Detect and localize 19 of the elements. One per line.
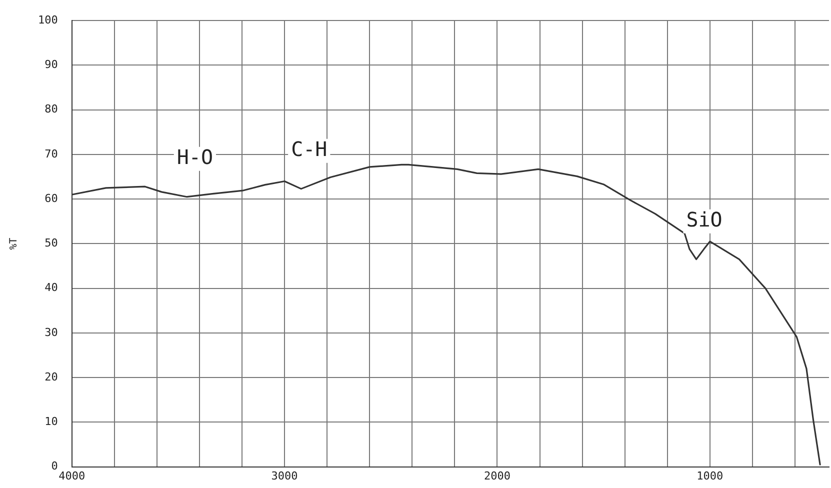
y-tick-label: 10 [44, 415, 58, 428]
y-tick-label: 40 [44, 281, 58, 294]
x-tick-label: 2000 [484, 469, 510, 482]
y-tick-label: 80 [44, 102, 58, 116]
annotation: C-H [291, 137, 328, 162]
annotation: SiO [686, 208, 722, 232]
y-tick-label: 100 [38, 13, 58, 26]
x-tick-label: 1000 [696, 469, 724, 482]
y-axis-title: %T [8, 238, 20, 250]
annotation: H-O [176, 145, 213, 170]
x-tick-label: 4000 [58, 469, 86, 482]
y-tick-label: 0 [51, 460, 58, 473]
y-tick-label: 30 [44, 326, 58, 339]
y-tick-label: 60 [44, 192, 58, 205]
y-tick-label: 70 [44, 147, 58, 160]
x-tick-label: 3000 [271, 469, 298, 482]
y-tick-label: 90 [44, 58, 58, 72]
y-tick-label: 50 [44, 236, 58, 250]
y-tick-label: 20 [44, 370, 58, 384]
